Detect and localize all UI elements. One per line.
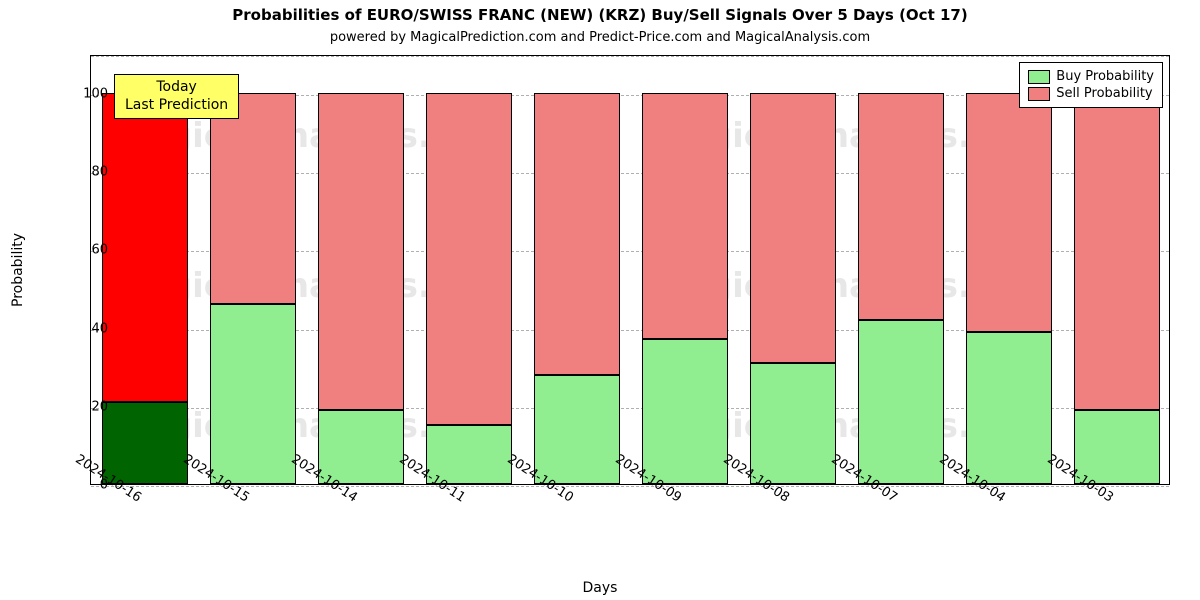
ytick-label: 20: [68, 399, 108, 414]
bar-buy: [750, 363, 836, 484]
bar-sell: [210, 93, 296, 304]
ytick-label: 60: [68, 243, 108, 258]
gridline: [91, 56, 1169, 57]
legend-item-buy: Buy Probability: [1028, 68, 1154, 85]
bar-sell: [318, 93, 404, 410]
y-axis-label: Probability: [10, 233, 26, 307]
bar-sell: [966, 93, 1052, 331]
bar-sell: [750, 93, 836, 363]
annotation-line2: Last Prediction: [125, 97, 228, 115]
legend: Buy Probability Sell Probability: [1019, 62, 1163, 108]
bar-sell: [534, 93, 620, 374]
legend-label-sell: Sell Probability: [1056, 86, 1152, 101]
ytick-label: 80: [68, 165, 108, 180]
bar-buy: [642, 339, 728, 484]
chart-title: Probabilities of EURO/SWISS FRANC (NEW) …: [0, 6, 1200, 24]
ytick-label: 100: [68, 87, 108, 102]
chart-container: Probabilities of EURO/SWISS FRANC (NEW) …: [0, 0, 1200, 600]
chart-subtitle: powered by MagicalPrediction.com and Pre…: [0, 30, 1200, 45]
annotation-line1: Today: [125, 79, 228, 97]
bar-buy: [102, 402, 188, 484]
ytick-label: 40: [68, 321, 108, 336]
today-annotation: Today Last Prediction: [114, 74, 239, 119]
bar-sell: [426, 93, 512, 425]
legend-swatch-sell: [1028, 87, 1050, 101]
bar-sell: [1074, 93, 1160, 410]
bar-buy: [534, 375, 620, 484]
gridline: [91, 486, 1169, 487]
bar-sell: [858, 93, 944, 320]
legend-swatch-buy: [1028, 70, 1050, 84]
legend-label-buy: Buy Probability: [1056, 69, 1154, 84]
legend-item-sell: Sell Probability: [1028, 85, 1154, 102]
bar-sell: [642, 93, 728, 339]
plot-area: MagicalAnalysis.com MagicalAnalysis.com …: [90, 55, 1170, 485]
x-axis-label: Days: [0, 580, 1200, 596]
bar-buy: [1074, 410, 1160, 484]
bar-sell: [102, 93, 188, 402]
